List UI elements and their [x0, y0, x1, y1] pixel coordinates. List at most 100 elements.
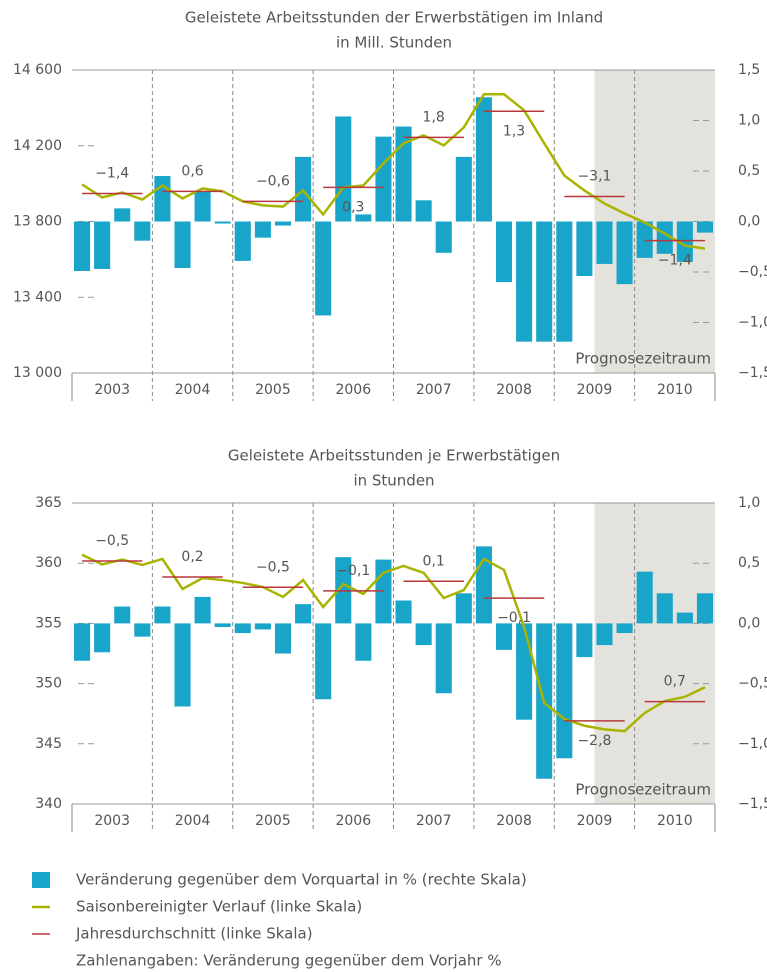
- chart-subtitle: in Stunden: [353, 472, 434, 490]
- bar: [495, 623, 513, 650]
- x-tick-label: 2010: [657, 382, 693, 398]
- y2-tick-label: 1,5: [738, 62, 760, 78]
- annual-change-label: −0,1: [336, 563, 370, 579]
- y2-tick-label: 0,0: [738, 214, 760, 230]
- x-tick-label: 2003: [94, 813, 130, 829]
- bar: [656, 221, 673, 254]
- annual-change-label: −0,1: [497, 610, 531, 626]
- bar: [435, 623, 452, 694]
- bar: [214, 221, 231, 224]
- annual-change-label: 0,2: [181, 549, 203, 565]
- bar: [696, 593, 713, 624]
- bar: [74, 623, 91, 661]
- y-tick-label: 345: [35, 736, 62, 752]
- y2-tick-label: −0,5: [738, 676, 767, 692]
- annual-change-label: 0,3: [342, 199, 364, 215]
- bar: [274, 221, 292, 226]
- bar: [576, 623, 593, 658]
- bar: [174, 221, 191, 268]
- bar: [194, 596, 211, 624]
- bar: [656, 593, 673, 624]
- x-tick-label: 2009: [577, 382, 613, 398]
- y-tick-label: 14 600: [13, 62, 62, 78]
- x-tick-label: 2010: [657, 813, 693, 829]
- bar: [295, 604, 312, 624]
- annual-change-label: 0,6: [181, 163, 203, 179]
- y2-tick-label: −1,0: [738, 315, 767, 331]
- bar: [114, 208, 131, 222]
- bar: [94, 623, 111, 653]
- bar: [395, 126, 412, 222]
- x-tick-label: 2007: [416, 813, 452, 829]
- forecast-area: [594, 503, 715, 804]
- bar: [154, 606, 171, 624]
- x-tick-label: 2008: [496, 382, 532, 398]
- bar: [355, 623, 372, 661]
- y2-tick-label: 0,5: [738, 555, 760, 571]
- bar: [536, 221, 553, 342]
- bar: [134, 221, 151, 241]
- x-tick-label: 2006: [335, 813, 371, 829]
- bar: [696, 221, 713, 233]
- y-tick-label: 350: [35, 676, 62, 692]
- forecast-label: Prognosezeitraum: [575, 781, 711, 799]
- bar: [616, 221, 633, 285]
- bar: [636, 221, 653, 258]
- y2-tick-label: 1,0: [738, 113, 760, 129]
- bar: [94, 221, 111, 269]
- y-tick-label: 13 800: [13, 214, 62, 230]
- x-tick-label: 2009: [577, 813, 613, 829]
- bar: [676, 612, 693, 624]
- bar: [475, 97, 492, 222]
- x-tick-label: 2005: [255, 813, 291, 829]
- x-tick-label: 2007: [416, 382, 452, 398]
- bar: [315, 221, 332, 316]
- y2-tick-label: 0,5: [738, 163, 760, 179]
- legend-swatch: [32, 872, 50, 888]
- y-tick-label: 360: [35, 555, 62, 571]
- bar: [516, 623, 533, 720]
- y2-tick-label: 0,0: [738, 615, 760, 631]
- bar: [254, 221, 271, 238]
- bar: [154, 176, 171, 222]
- bar: [636, 571, 653, 624]
- bar: [455, 156, 472, 222]
- x-tick-label: 2005: [255, 382, 291, 398]
- legend-label: Saisonbereinigter Verlauf (linke Skala): [76, 898, 362, 916]
- legend-label: Veränderung gegenüber dem Vorquartal in …: [76, 871, 527, 889]
- bar: [556, 221, 573, 342]
- annual-change-label: 1,3: [503, 123, 525, 139]
- y-tick-label: 340: [35, 796, 62, 812]
- bar: [234, 623, 251, 634]
- annual-change-label: 0,1: [423, 553, 445, 569]
- annual-change-label: −2,8: [577, 733, 611, 749]
- bar: [214, 623, 231, 628]
- y-tick-label: 13 000: [13, 365, 62, 381]
- annual-change-label: 1,8: [423, 109, 445, 125]
- annual-change-label: −1,4: [95, 165, 129, 181]
- bar: [315, 623, 332, 700]
- chart-title: Geleistete Arbeitsstunden je Erwerbstäti…: [228, 447, 560, 465]
- bar: [274, 623, 292, 654]
- annual-change-label: 0,7: [664, 674, 686, 690]
- y-tick-label: 13 400: [13, 289, 62, 305]
- legend-label: Jahresdurchschnitt (linke Skala): [75, 925, 313, 943]
- x-tick-label: 2006: [335, 382, 371, 398]
- bar: [676, 221, 693, 262]
- x-tick-label: 2003: [94, 382, 130, 398]
- bar: [355, 214, 372, 222]
- bar: [576, 221, 593, 277]
- line: [81, 92, 706, 250]
- bar: [114, 606, 131, 624]
- bar: [415, 623, 432, 646]
- bar: [455, 593, 472, 624]
- chart-title: Geleistete Arbeitsstunden der Erwerbstät…: [185, 9, 603, 27]
- x-tick-label: 2004: [175, 382, 211, 398]
- bar: [375, 136, 392, 222]
- annual-change-label: −1,4: [658, 253, 692, 269]
- legend-note: Zahlenangaben: Veränderung gegenüber dem…: [76, 952, 502, 970]
- bar: [74, 221, 91, 271]
- bar: [435, 221, 452, 253]
- bar: [234, 221, 251, 261]
